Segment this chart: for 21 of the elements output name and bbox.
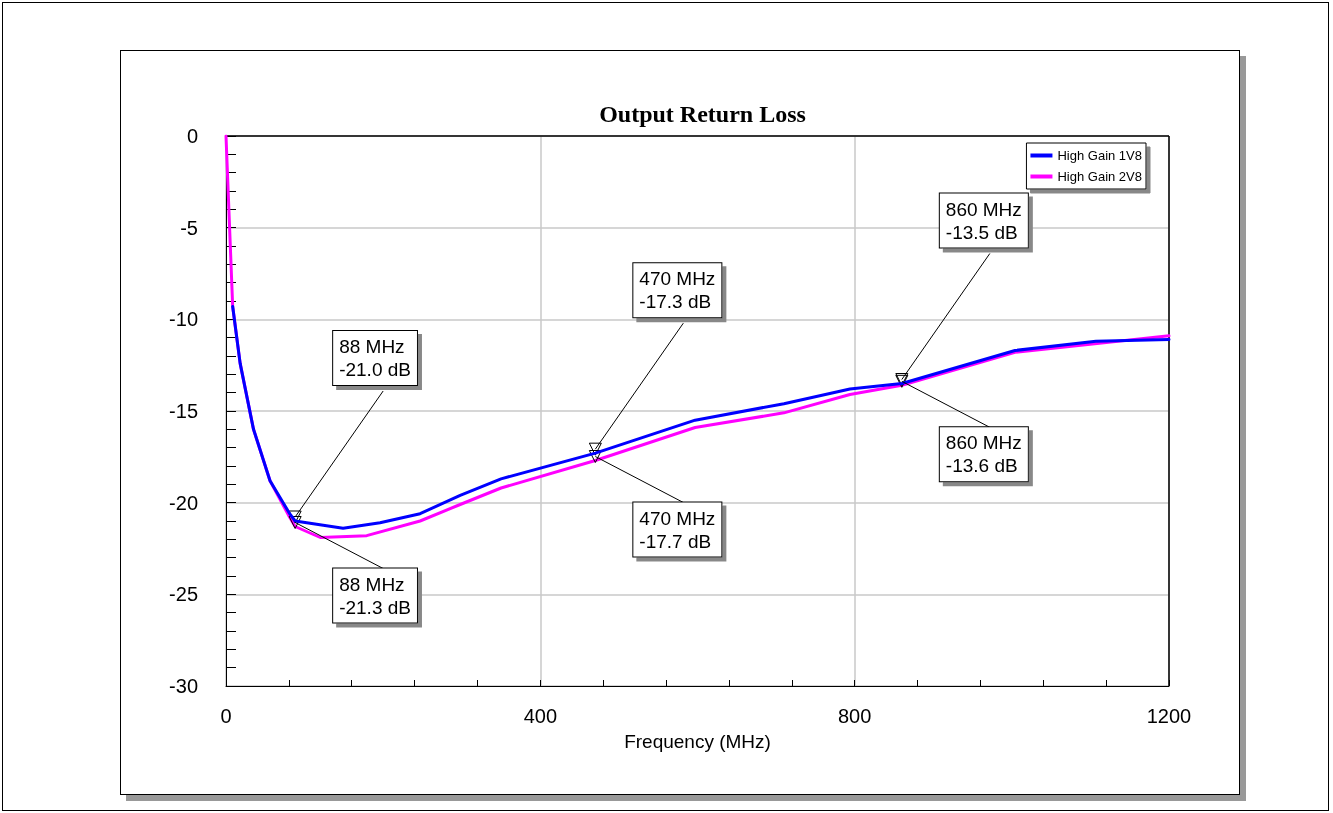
legend-label: High Gain 1V8 <box>1057 148 1143 163</box>
annotation: 860 MHz -13.5 dB <box>945 198 1022 243</box>
y-tick-label: -10 <box>169 308 198 331</box>
y-tick-label: -25 <box>169 583 198 606</box>
y-tick-label: -20 <box>169 491 198 514</box>
annotation: 470 MHz -17.7 dB <box>639 507 716 552</box>
x-tick-label: 1200 <box>1146 705 1192 727</box>
x-tick-label: 400 <box>523 705 558 727</box>
chart-title: Output Return Loss <box>599 101 806 127</box>
x-tick-label: 0 <box>220 705 232 727</box>
annotation: 860 MHz -13.6 dB <box>945 432 1022 477</box>
y-tick-label: -15 <box>169 400 198 422</box>
y-tick-label: -5 <box>180 216 198 239</box>
legend-label: High Gain 2V8 <box>1057 169 1143 184</box>
y-tick-label: -30 <box>169 675 198 697</box>
annotation: 470 MHz -17.3 dB <box>639 268 716 313</box>
y-tick-label: 0 <box>186 125 198 147</box>
annotation: 88 MHz -21.3 dB <box>339 573 411 618</box>
x-tick-label: 800 <box>837 705 872 727</box>
x-axis-title: Frequency (MHz) <box>624 731 771 752</box>
annotation: 88 MHz -21.0 dB <box>339 336 411 380</box>
